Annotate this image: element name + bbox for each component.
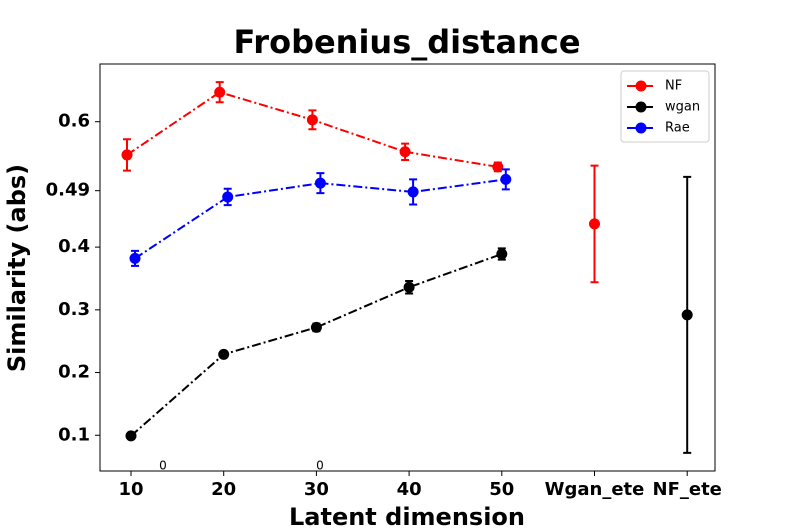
annotation: 0 [159, 459, 167, 473]
x-tick-label: 20 [211, 479, 236, 500]
data-point [218, 348, 230, 360]
y-tick-label: 0.4 [58, 236, 90, 257]
data-point [214, 86, 226, 98]
chart-title: Frobenius_distance [233, 23, 580, 61]
data-point [403, 281, 415, 293]
data-point [496, 248, 508, 260]
y-axis-label: Similarity (abs) [3, 164, 31, 372]
data-point [407, 186, 419, 198]
legend-marker [635, 80, 647, 92]
series-line [130, 253, 503, 437]
x-axis-label: Latent dimension [289, 503, 525, 530]
x-tick-label: Wgan_ete [545, 479, 645, 500]
data-point [222, 191, 234, 203]
data-point [129, 252, 141, 264]
x-tick-label: NF_ete [653, 479, 722, 500]
y-tick-label: 0.2 [58, 362, 90, 383]
annotation: 0 [316, 459, 324, 473]
data-point [310, 321, 322, 333]
data-point [500, 173, 512, 185]
data-point [306, 114, 318, 126]
data-point [314, 177, 326, 189]
data-point [681, 309, 693, 321]
data-point [399, 146, 411, 158]
y-tick-label: 0.49 [46, 180, 90, 201]
plot-frame [99, 63, 716, 472]
legend-label: wgan [665, 100, 700, 115]
legend-label: NF [665, 79, 682, 94]
x-tick-label: 40 [397, 479, 422, 500]
data-point [125, 430, 137, 442]
legend-label: Rae [665, 121, 690, 136]
data-point [492, 161, 504, 173]
x-tick-label: 30 [304, 479, 329, 500]
x-tick-label: 50 [489, 479, 514, 500]
legend-marker [635, 101, 647, 113]
data-point [121, 149, 133, 161]
y-tick-label: 0.3 [58, 299, 90, 320]
data-point [589, 218, 600, 230]
y-tick-label: 0.6 [58, 111, 90, 132]
y-tick-label: 0.1 [58, 424, 90, 445]
x-tick-label: 10 [118, 479, 143, 500]
legend-marker [635, 122, 647, 134]
